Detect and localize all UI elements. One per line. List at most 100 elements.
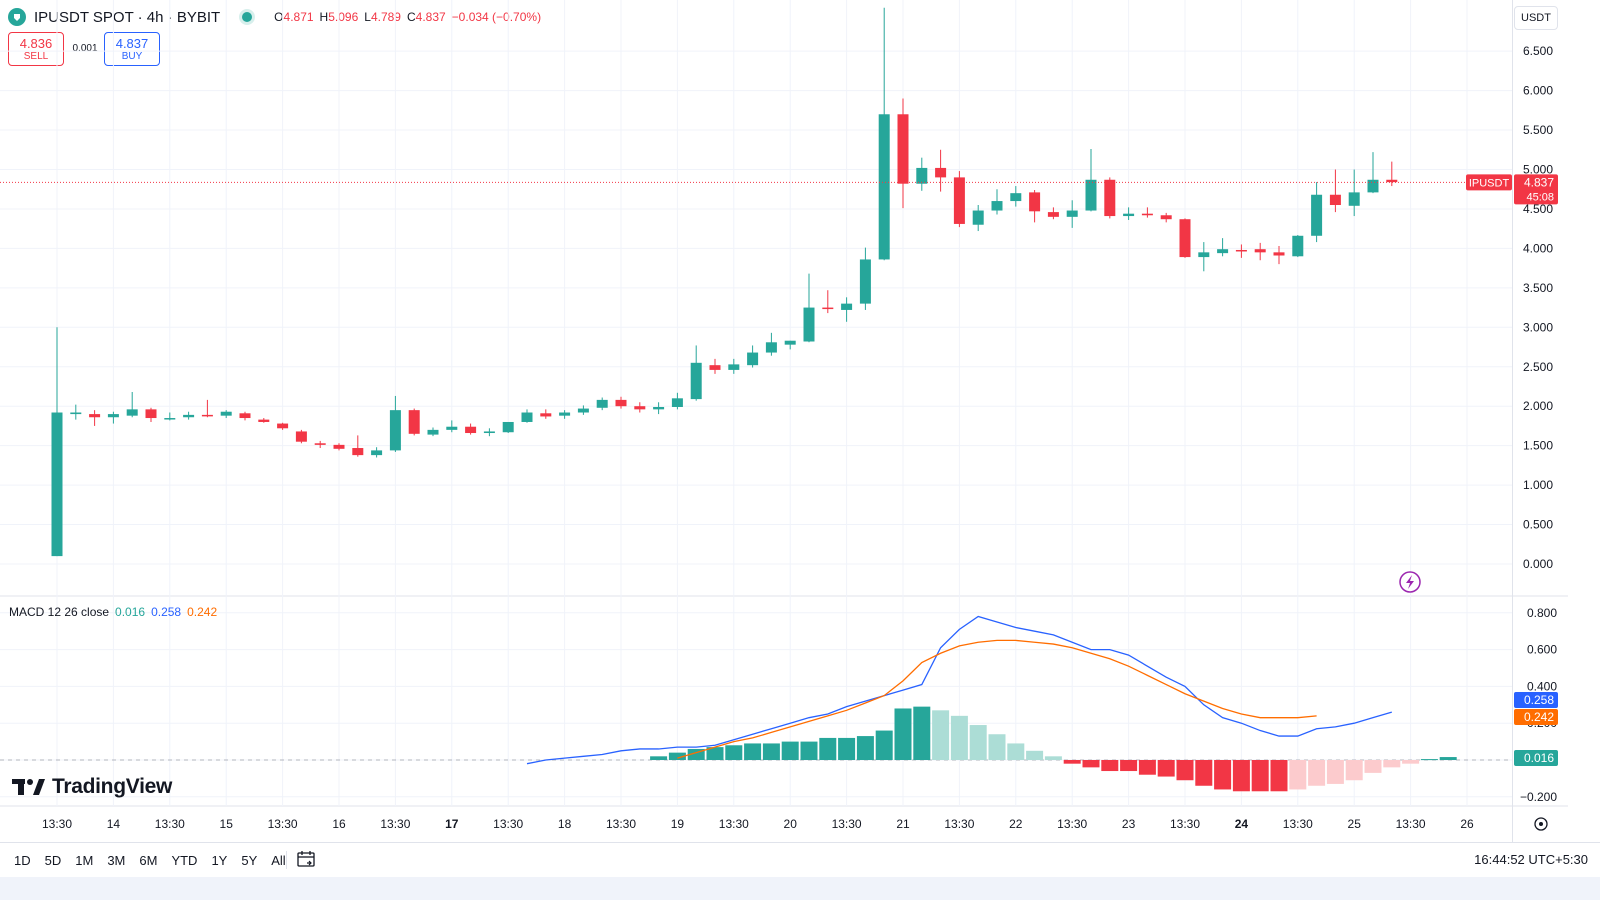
time-axis-tick: 13:30	[719, 817, 749, 831]
symbol-title[interactable]: IPUSDT SPOT · 4h · BYBIT	[34, 8, 221, 26]
candle-up	[991, 201, 1003, 211]
candle-down	[1160, 215, 1172, 220]
symbol-tag-bg	[1466, 174, 1512, 191]
time-axis-tick: 19	[671, 817, 685, 831]
macd-histogram-bar	[725, 745, 743, 760]
high-value: 5.096	[328, 10, 359, 24]
price-axis-tick: 2.500	[1523, 360, 1553, 374]
time-axis-tick: 18	[558, 817, 572, 831]
range-all[interactable]: All	[265, 851, 291, 870]
range-5d[interactable]: 5D	[39, 851, 68, 870]
candle-up	[972, 210, 984, 225]
currency-selector[interactable]: USDT	[1514, 6, 1558, 30]
range-3m[interactable]: 3M	[101, 851, 131, 870]
range-6m[interactable]: 6M	[133, 851, 163, 870]
time-axis-tick: 24	[1235, 817, 1249, 831]
time-axis-tick: 17	[445, 817, 459, 831]
price-chart[interactable]: 0.000 0.500 1.000 1.500 2.000 2.500 3.000 3.500…	[0, 0, 1600, 842]
macd-histogram-bar	[687, 748, 705, 760]
time-axis-tick: 13:30	[944, 817, 974, 831]
macd-histogram-bar	[1026, 750, 1044, 760]
sell-price: 4.836	[19, 35, 53, 51]
candle-up	[1348, 192, 1360, 206]
macd-histogram-bar	[894, 708, 912, 760]
macd-layer	[0, 615, 1512, 792]
candle-up	[878, 114, 890, 260]
price-axis-tick: 4.500	[1523, 202, 1553, 216]
candle-up	[1010, 193, 1022, 202]
tradingview-logo[interactable]: TradingView	[12, 775, 172, 799]
candle-down	[145, 409, 157, 419]
macd-histogram-bar	[1439, 757, 1457, 760]
buy-button[interactable]: 4.837 BUY	[104, 32, 160, 66]
range-5y[interactable]: 5Y	[235, 851, 263, 870]
candles-layer	[51, 7, 1398, 557]
macd-histogram-bar	[875, 730, 893, 760]
price-axis-tick: 4.000	[1523, 241, 1553, 255]
candle-down	[1386, 179, 1398, 183]
macd-histogram-bar	[1063, 760, 1081, 764]
sell-button[interactable]: 4.836 SELL	[8, 32, 64, 66]
sell-label: SELL	[23, 50, 49, 62]
hist-value-badge-text: 0.016	[1524, 751, 1554, 765]
candle-down	[258, 419, 270, 422]
candle-up	[483, 431, 495, 434]
macd-histogram-bar	[1232, 760, 1250, 792]
range-1y[interactable]: 1Y	[205, 851, 233, 870]
signal-line	[677, 639, 1317, 759]
macd-histogram-bar	[1138, 760, 1156, 775]
candle-up	[446, 426, 458, 430]
time-axis-tick: 20	[784, 817, 798, 831]
range-1m[interactable]: 1M	[69, 851, 99, 870]
last-price-value: 4.837	[1524, 175, 1554, 189]
macd-histogram-bar	[650, 756, 668, 760]
macd-value-badge-text: 0.258	[1524, 693, 1554, 707]
candle-down	[201, 414, 213, 417]
time-axis-tick: 25	[1348, 817, 1362, 831]
time-axis-tick: 13:30	[1057, 817, 1087, 831]
macd-histogram-bar	[1157, 760, 1175, 777]
hist-value-badge	[1514, 750, 1558, 766]
signal-value-badge	[1514, 709, 1558, 725]
candle-up	[671, 398, 683, 407]
macd-legend-title: MACD 12 26 close	[9, 605, 110, 619]
candle-up	[916, 167, 928, 184]
candle-down	[935, 167, 947, 178]
time-axis-tick: 13:30	[1396, 817, 1426, 831]
tradingview-logo-icon	[12, 779, 45, 795]
time-axis-tick: 21	[896, 817, 910, 831]
macd-legend-signal: 0.242	[187, 605, 218, 619]
last-price-badge	[1514, 174, 1558, 205]
price-axis-tick: 5.000	[1523, 163, 1553, 177]
macd-legend-macd: 0.258	[151, 605, 182, 619]
range-ytd[interactable]: YTD	[165, 851, 203, 870]
candle-up	[220, 411, 232, 416]
buy-price: 4.837	[115, 35, 149, 51]
macd-histogram-bar	[950, 715, 968, 760]
calendar-icon[interactable]	[296, 849, 316, 874]
macd-legend[interactable]: MACD 12 26 close 0.016 0.258 0.242	[9, 605, 217, 619]
market-open-icon	[242, 12, 253, 22]
candle-up	[107, 414, 119, 418]
candle-up	[1367, 179, 1379, 193]
candle-up	[747, 352, 759, 366]
candle-up	[371, 450, 383, 456]
brand-name: TradingView	[52, 775, 173, 798]
open-value: 4.871	[283, 10, 314, 24]
macd-histogram-bar	[762, 743, 780, 760]
candle-down	[333, 444, 345, 449]
macd-histogram-bar	[706, 747, 724, 760]
candle-up	[70, 412, 82, 415]
macd-histogram-bar	[1364, 760, 1382, 773]
clock-readout[interactable]: 16:44:52 UTC+5:30	[1474, 852, 1588, 867]
time-axis-tick: 23	[1122, 817, 1136, 831]
candle-up	[51, 412, 63, 557]
price-axis-tick: 1.000	[1523, 478, 1553, 492]
candle-down	[352, 448, 364, 456]
candle-down	[408, 410, 420, 434]
range-buttons: 1D 5D 1M 3M 6M YTD 1Y 5Y All	[8, 851, 292, 870]
candle-up	[803, 307, 815, 342]
candle-up	[1217, 249, 1229, 254]
range-1d[interactable]: 1D	[8, 851, 37, 870]
time-axis-tick: 13:30	[268, 817, 298, 831]
